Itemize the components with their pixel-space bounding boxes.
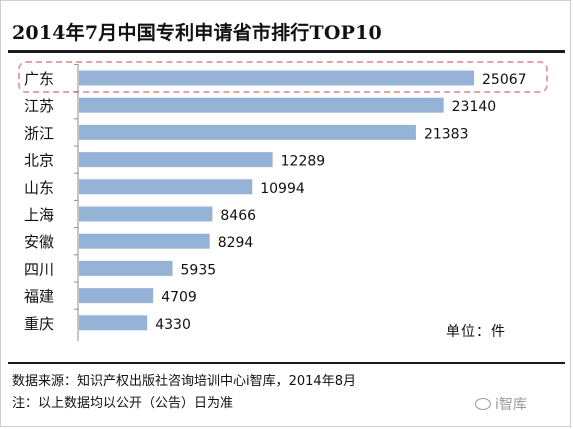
bar-3	[79, 152, 273, 167]
category-label-8: 福建	[24, 288, 54, 306]
category-label-2: 浙江	[24, 124, 54, 142]
watermark-text: i智库	[495, 394, 527, 414]
bar-4	[79, 179, 252, 194]
data-note: 注：以上数据均以公开（公告）日为准	[12, 392, 233, 411]
value-label-6: 8294	[218, 235, 254, 251]
footer-divider	[8, 362, 565, 364]
bar-8	[79, 288, 153, 303]
value-label-8: 4709	[161, 290, 197, 306]
category-label-0: 广东	[24, 70, 54, 88]
category-label-9: 重庆	[24, 315, 54, 333]
value-label-4: 10994	[260, 181, 305, 197]
category-label-5: 上海	[24, 206, 54, 224]
value-label-9: 4330	[155, 317, 191, 333]
bar-0	[79, 71, 474, 86]
unit-label: 单位：件	[446, 321, 506, 341]
value-label-0: 25067	[482, 72, 527, 88]
value-label-5: 8466	[220, 208, 256, 224]
bar-5	[79, 207, 212, 222]
wechat-icon	[475, 398, 491, 410]
value-label-2: 21383	[424, 126, 469, 142]
category-label-1: 江苏	[24, 97, 54, 115]
value-label-1: 23140	[452, 99, 497, 115]
value-label-7: 5935	[181, 262, 217, 278]
category-label-3: 北京	[24, 152, 54, 170]
bar-1	[79, 98, 444, 113]
watermark: i智库	[475, 394, 527, 414]
bar-9	[79, 315, 147, 330]
data-source: 数据来源：知识产权出版社咨询培训中心i智库，2014年8月	[12, 370, 356, 389]
category-label-7: 四川	[24, 260, 54, 278]
bar-7	[79, 261, 173, 276]
bar-6	[79, 234, 210, 249]
bar-2	[79, 125, 416, 140]
category-label-6: 安徽	[24, 233, 54, 251]
value-label-3: 12289	[281, 154, 326, 170]
category-label-4: 山东	[24, 179, 54, 197]
